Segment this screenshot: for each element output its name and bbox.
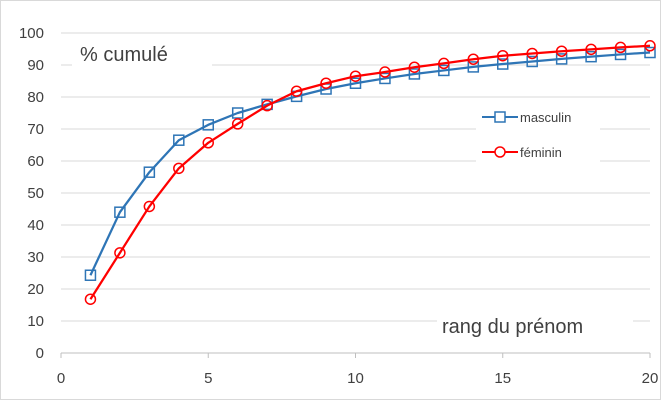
data-point-feminin (261, 99, 273, 112)
legend-item-feminin: féminin (482, 145, 562, 160)
legend-marker-feminin (494, 146, 506, 158)
data-point-masculin (349, 77, 362, 89)
data-point-feminin (320, 77, 332, 89)
y-tick-label: 50 (27, 185, 44, 202)
data-point-masculin (526, 55, 538, 68)
y-tick-label: 100 (19, 25, 44, 42)
y-tick-label: 80 (27, 89, 44, 106)
x-tick-label: 15 (494, 370, 511, 387)
data-point-feminin (349, 70, 362, 82)
legend: masculin féminin (476, 102, 600, 172)
y-tick-label: 90 (27, 57, 44, 74)
y-tick-label: 20 (27, 281, 44, 298)
data-point-masculin (644, 46, 656, 59)
legend-label-feminin: féminin (520, 145, 562, 160)
data-point-feminin (555, 45, 568, 57)
data-point-feminin (231, 118, 244, 130)
data-point-feminin (173, 162, 185, 175)
data-point-feminin (143, 200, 156, 213)
data-point-feminin (467, 53, 480, 65)
y-tick-label: 40 (27, 217, 44, 234)
data-point-feminin (497, 49, 509, 62)
data-point-feminin (614, 41, 627, 54)
data-point-masculin (202, 119, 214, 131)
data-point-masculin (438, 64, 450, 77)
data-point-masculin (379, 72, 391, 85)
xlabel-background (437, 310, 633, 342)
data-point-feminin (202, 137, 214, 149)
x-tick-label: 5 (204, 370, 212, 387)
data-point-masculin (585, 50, 597, 63)
data-point-feminin (644, 40, 656, 52)
data-point-feminin (379, 66, 391, 78)
axes: 0 10 20 30 40 50 60 70 80 90 100 0 5 10 15 20 (19, 25, 658, 387)
data-point-masculin (231, 107, 244, 119)
data-point-feminin (290, 85, 303, 97)
data-point-masculin (84, 269, 97, 281)
series (84, 40, 656, 305)
data-point-masculin (114, 206, 126, 218)
data-point-masculin (173, 134, 185, 146)
legend-label-masculin: masculin (520, 110, 571, 125)
data-point-feminin (84, 293, 97, 305)
data-point-feminin (408, 61, 421, 73)
data-point-masculin (497, 58, 509, 70)
y-tick-label: 30 (27, 249, 44, 266)
ylabel-background (72, 38, 212, 70)
x-tick-label: 0 (57, 370, 65, 387)
x-tick-label: 10 (347, 370, 364, 387)
y-tick-label: 60 (27, 153, 44, 170)
data-point-feminin (526, 47, 538, 60)
x-tick-label: 20 (642, 370, 659, 387)
y-tick-label: 10 (27, 313, 44, 330)
y-tick-label: 70 (27, 121, 44, 138)
data-point-masculin (408, 68, 421, 80)
y-axis-title: % cumulé (80, 44, 168, 66)
legend-item-masculin: masculin (482, 110, 571, 125)
data-point-masculin (614, 48, 627, 61)
y-tick-label: 0 (36, 345, 44, 362)
legend-marker-masculin (494, 111, 506, 123)
x-axis-title: rang du prénom (442, 316, 583, 338)
data-point-masculin (467, 61, 480, 73)
data-point-masculin (143, 166, 156, 178)
data-point-feminin (438, 57, 450, 70)
data-point-feminin (585, 43, 597, 56)
data-point-feminin (114, 247, 126, 259)
data-point-masculin (555, 53, 568, 65)
